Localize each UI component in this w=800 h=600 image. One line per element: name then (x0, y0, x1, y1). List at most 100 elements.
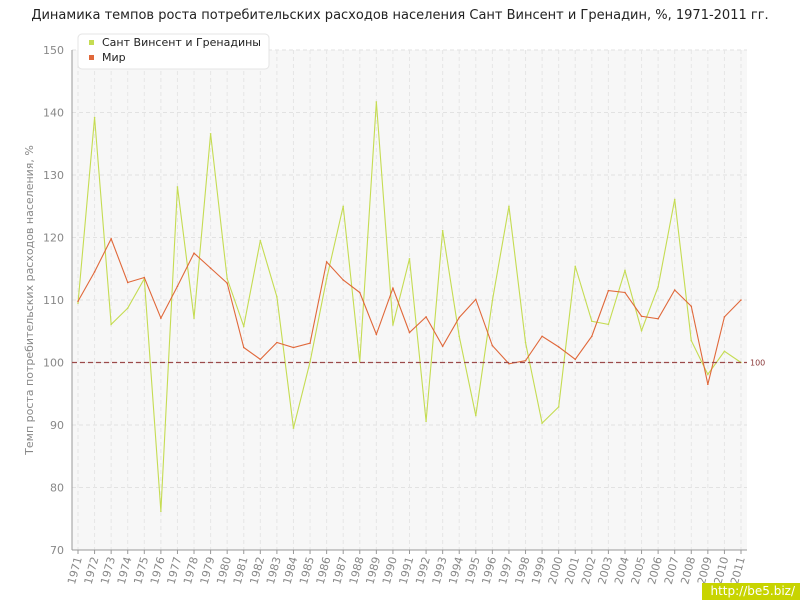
data-point (574, 265, 577, 268)
data-point (508, 205, 510, 208)
data-point (640, 315, 643, 318)
y-tick-label: 80 (50, 482, 64, 495)
data-point (624, 269, 626, 272)
data-point (723, 316, 726, 318)
data-point (292, 427, 295, 429)
data-point (491, 299, 494, 302)
data-point (657, 317, 659, 320)
data-point (209, 267, 212, 269)
data-point (740, 299, 742, 301)
data-point (491, 344, 494, 347)
data-point (408, 257, 411, 260)
y-tick-label: 70 (50, 544, 64, 557)
series-layer (77, 101, 742, 513)
data-point (375, 333, 378, 336)
data-point (358, 291, 361, 294)
data-point (624, 291, 626, 294)
data-point (126, 281, 129, 284)
data-point (77, 302, 79, 304)
data-point (259, 358, 262, 361)
reference-line-layer: 100 (72, 359, 765, 368)
data-point (557, 346, 560, 348)
data-point (640, 329, 643, 332)
y-tick-label: 110 (43, 294, 64, 307)
data-point (425, 420, 427, 423)
data-point (524, 341, 527, 344)
data-point (325, 261, 328, 263)
data-point (690, 339, 693, 342)
data-point (342, 279, 345, 281)
data-point (226, 277, 228, 280)
x-tick-label: 2011 (728, 555, 748, 585)
data-point (690, 305, 693, 308)
data-point (193, 317, 195, 319)
data-point (441, 345, 444, 348)
data-point (541, 422, 543, 424)
data-point (375, 101, 378, 103)
data-point (458, 335, 461, 338)
data-point (176, 285, 179, 288)
data-point (193, 252, 195, 254)
data-point (160, 510, 162, 513)
legend-box (77, 33, 270, 70)
data-point (524, 359, 527, 362)
data-point (607, 323, 610, 326)
y-axis-label: Темп роста потребительских расходов насе… (23, 145, 36, 456)
data-point (226, 282, 228, 284)
data-point (143, 276, 146, 279)
data-point (557, 406, 560, 408)
data-point (707, 373, 709, 376)
data-point (160, 317, 162, 319)
data-point (209, 132, 212, 135)
y-tick-label: 100 (43, 357, 64, 370)
data-point (707, 383, 709, 386)
data-point (425, 316, 427, 318)
data-point (591, 335, 593, 338)
data-point (657, 286, 659, 288)
data-point (176, 186, 179, 188)
data-point (392, 287, 394, 289)
grid-layer (72, 49, 747, 550)
data-point (276, 296, 278, 298)
data-point (325, 277, 328, 280)
data-point (475, 414, 477, 417)
data-point (110, 323, 112, 326)
data-point (441, 229, 444, 232)
data-point (93, 271, 96, 273)
y-tick-label: 130 (43, 169, 64, 182)
watermark: http://be5.biz/ (702, 583, 800, 600)
data-point (309, 342, 311, 344)
data-point (723, 350, 726, 353)
reference-line-label: 100 (750, 359, 765, 368)
data-point (110, 237, 112, 240)
data-point (541, 335, 543, 338)
legend: Сант Винсент и Гренадины Мир (77, 33, 270, 70)
data-point (408, 331, 411, 334)
data-point (673, 289, 676, 291)
legend-swatch (89, 55, 94, 60)
data-point (126, 307, 129, 309)
legend-label: Сант Винсент и Гренадины (102, 36, 261, 49)
chart-title: Динамика темпов роста потребительских ра… (31, 8, 769, 23)
legend-swatch (89, 40, 94, 45)
y-tick-label: 90 (50, 419, 64, 432)
data-point (309, 361, 311, 363)
y-tick-label: 150 (43, 44, 64, 57)
data-point (673, 198, 676, 201)
legend-label: Мир (102, 51, 126, 64)
data-point (93, 116, 96, 119)
data-point (276, 341, 278, 344)
data-point (591, 320, 593, 323)
data-point (475, 298, 477, 301)
data-point (259, 239, 262, 242)
data-point (392, 324, 394, 326)
data-point (342, 205, 345, 208)
y-tick-label: 120 (43, 232, 64, 245)
data-point (508, 362, 510, 365)
data-point (574, 358, 577, 361)
y-tick-label: 140 (43, 107, 64, 120)
data-point (292, 346, 295, 349)
data-point (242, 325, 245, 328)
data-point (458, 316, 461, 319)
